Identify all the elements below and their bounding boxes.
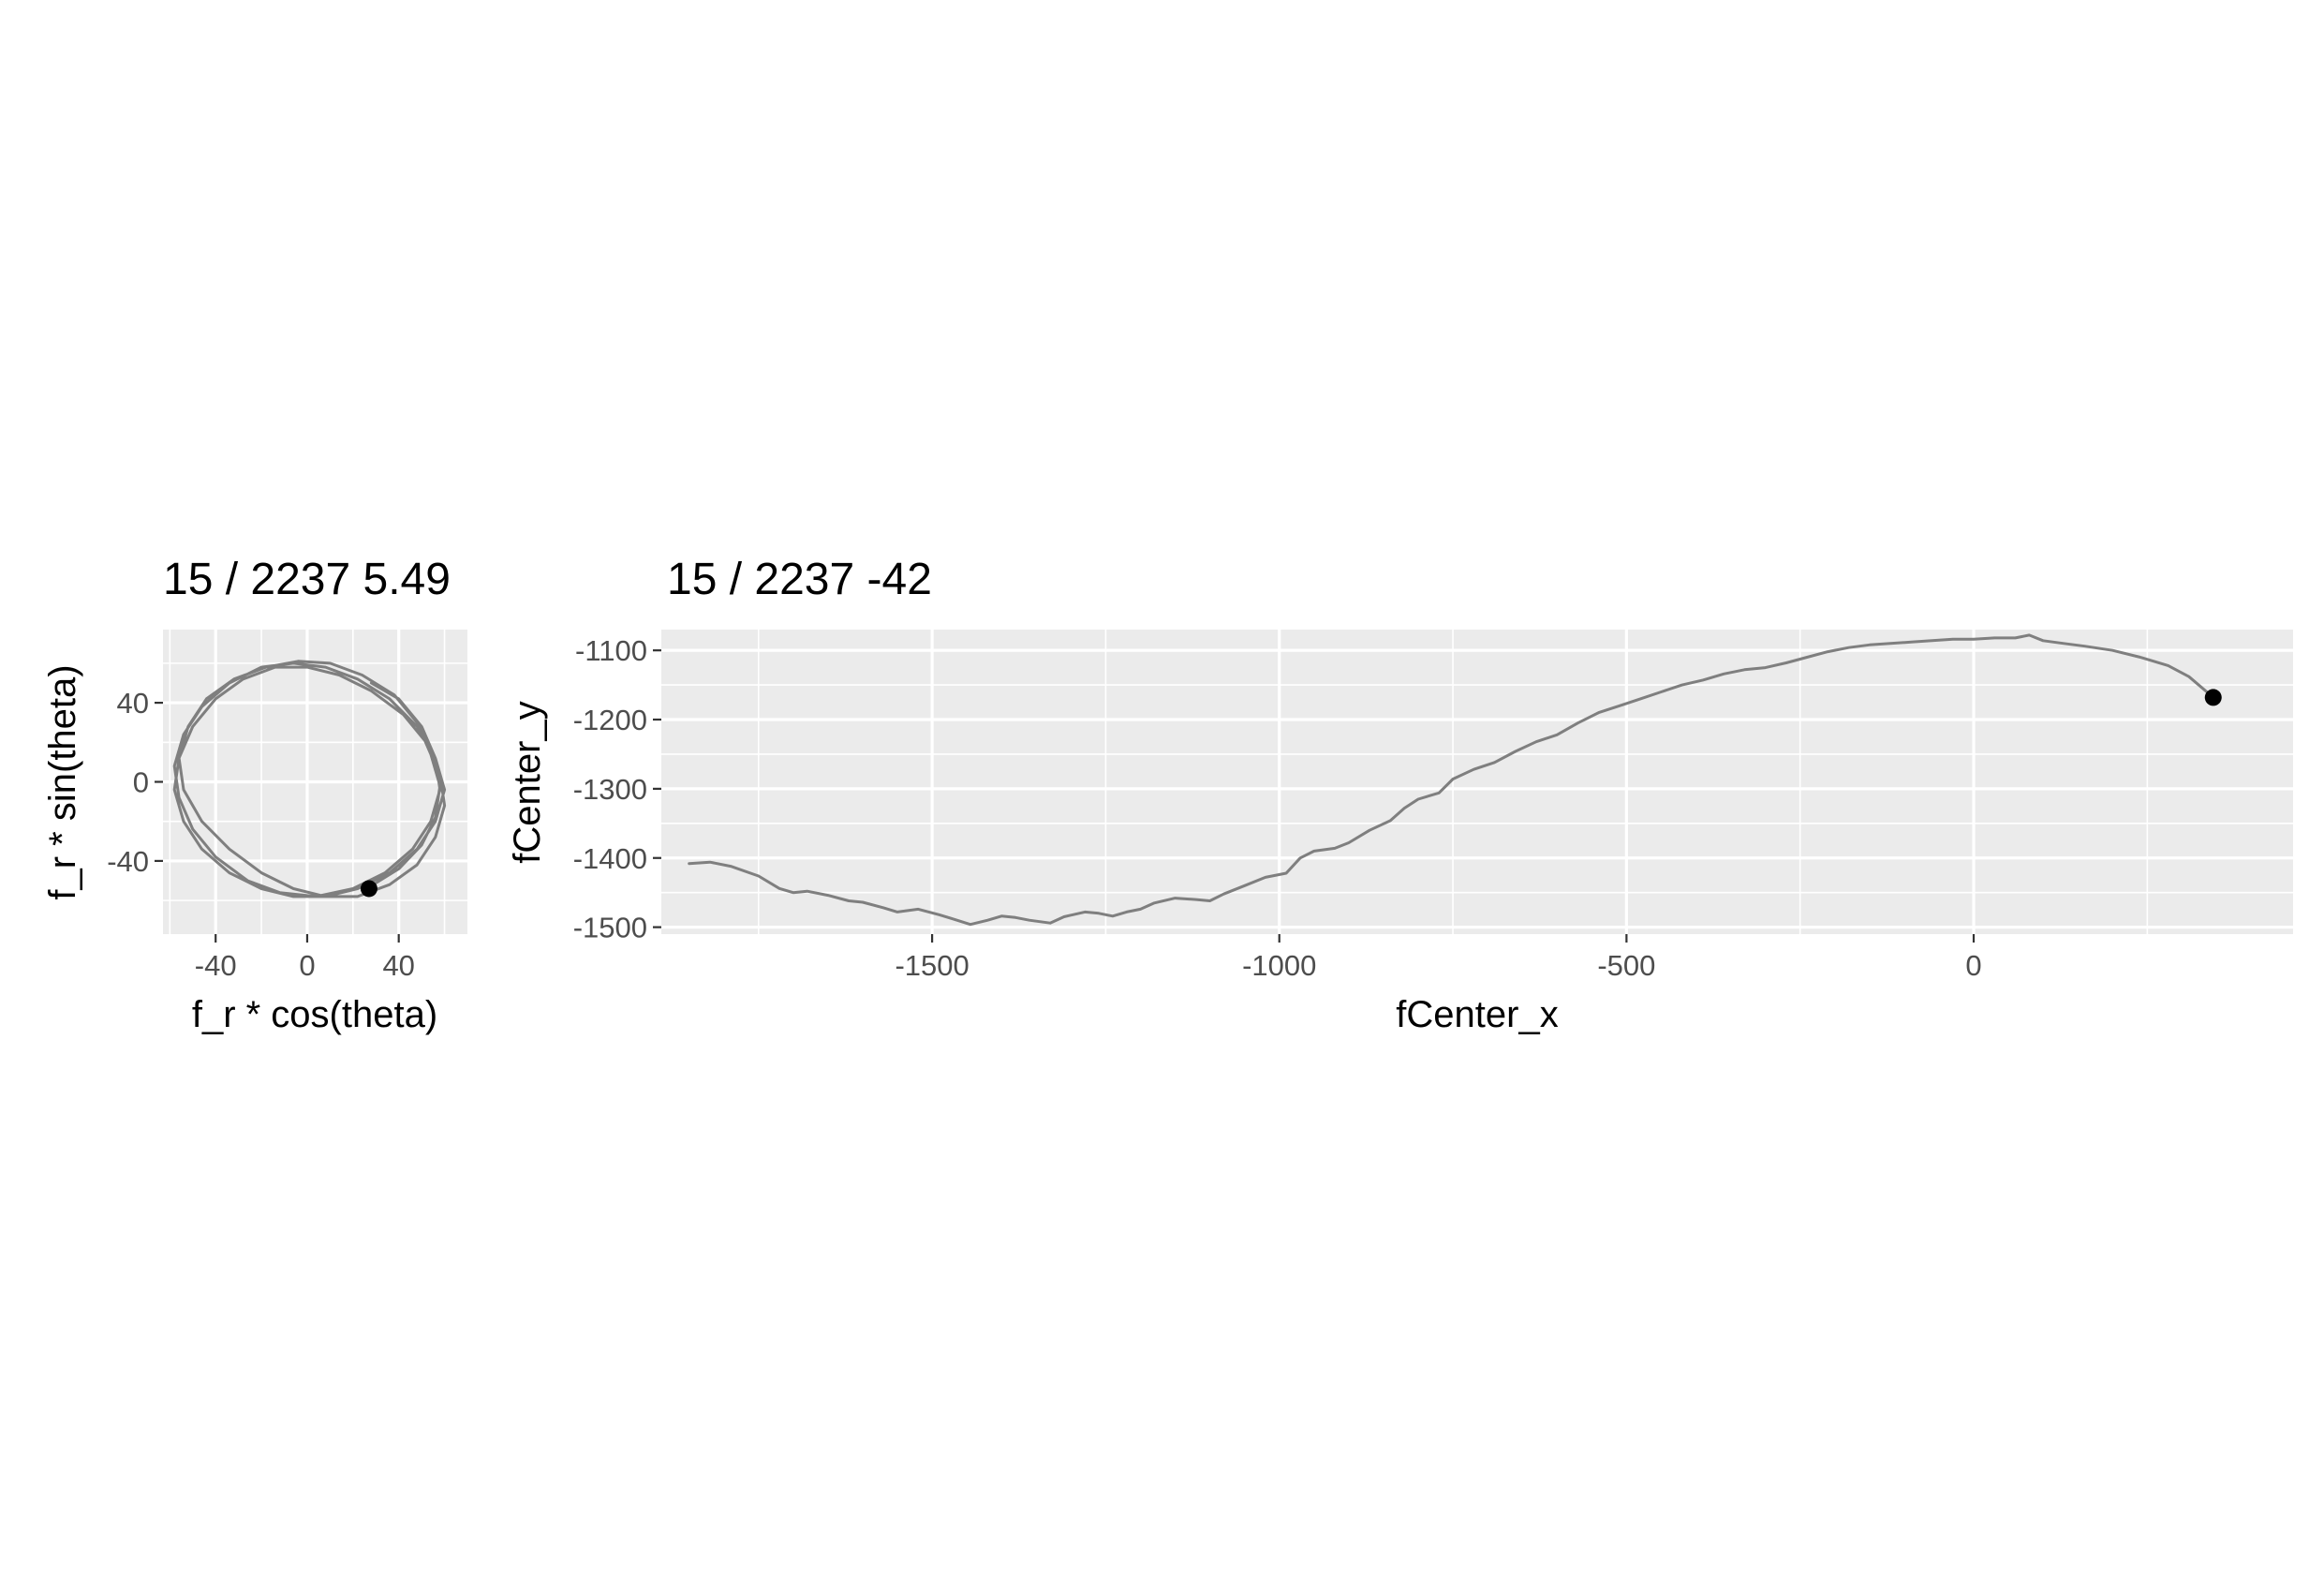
x-tick-label: 0 [299,949,315,982]
chart2-ticks: -1500 -1000 -500 0 -1500 -1400 -1300 -1200 -1100 [573,634,1982,982]
x-tick-label: -1000 [1242,949,1316,982]
x-tick-label: -1500 [895,949,969,982]
chart1-title: 15 / 2237 5.49 [163,555,451,604]
chart1-x-axis-label: f_r * cos(theta) [192,994,437,1035]
x-tick-label: -500 [1597,949,1655,982]
chart2-x-axis-label: fCenter_x [1396,994,1558,1035]
x-tick-label: 40 [382,949,414,982]
chart2-series-path [688,633,2215,927]
chart2-y-axis-label: fCenter_y [507,701,548,863]
chart-center-trajectory: 15 / 2237 -42 -1500 -1000 -500 0-1500-1400-… [507,555,2293,1035]
x-tick-label: 0 [1965,949,1981,982]
chart2-panel [661,630,2293,934]
y-tick-label: -1100 [575,634,647,667]
chart1-current-point [360,880,377,898]
y-tick-label: 40 [117,687,149,720]
chart2-title: 15 / 2237 -42 [667,555,932,604]
y-tick-label: -1500 [573,912,647,944]
y-tick-label: 0 [133,766,149,799]
x-tick-label: -40 [195,949,237,982]
y-tick-label: -1400 [573,842,647,875]
y-tick-label: -40 [107,845,149,878]
chart2-current-point [2204,689,2222,706]
chart-polar-loop: 15 / 2237 5.49 -40 0 40 -40 0 40 f_r * cos(th… [42,555,467,1035]
y-tick-label: -1300 [573,773,647,806]
chart2-grid [661,630,2293,934]
chart1-series-path [172,660,447,898]
chart1-ticks: -40 0 40 -40 0 40 [107,687,415,982]
chart1-y-axis-label: f_r * sin(theta) [42,664,83,899]
y-tick-label: -1200 [573,704,647,736]
